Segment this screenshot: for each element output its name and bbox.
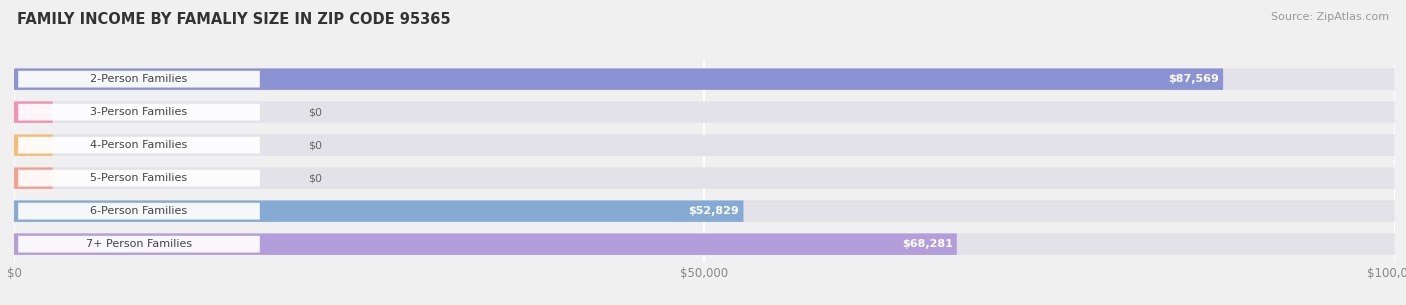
FancyBboxPatch shape (18, 137, 260, 153)
Text: $0: $0 (308, 140, 322, 150)
FancyBboxPatch shape (14, 233, 957, 255)
FancyBboxPatch shape (14, 167, 52, 189)
Text: 7+ Person Families: 7+ Person Families (86, 239, 193, 249)
Text: Source: ZipAtlas.com: Source: ZipAtlas.com (1271, 12, 1389, 22)
FancyBboxPatch shape (14, 68, 1223, 90)
FancyBboxPatch shape (14, 102, 1395, 123)
FancyBboxPatch shape (18, 236, 260, 253)
FancyBboxPatch shape (18, 104, 260, 120)
Text: 5-Person Families: 5-Person Families (90, 173, 187, 183)
Text: 2-Person Families: 2-Person Families (90, 74, 187, 84)
FancyBboxPatch shape (14, 167, 1395, 189)
FancyBboxPatch shape (18, 71, 260, 88)
Text: FAMILY INCOME BY FAMALIY SIZE IN ZIP CODE 95365: FAMILY INCOME BY FAMALIY SIZE IN ZIP COD… (17, 12, 450, 27)
Text: 6-Person Families: 6-Person Families (90, 206, 187, 216)
Text: $52,829: $52,829 (689, 206, 740, 216)
FancyBboxPatch shape (14, 233, 1395, 255)
Text: $87,569: $87,569 (1168, 74, 1219, 84)
FancyBboxPatch shape (14, 200, 1395, 222)
FancyBboxPatch shape (14, 135, 1395, 156)
FancyBboxPatch shape (14, 200, 744, 222)
Text: 3-Person Families: 3-Person Families (90, 107, 187, 117)
FancyBboxPatch shape (18, 203, 260, 220)
Text: $0: $0 (308, 107, 322, 117)
FancyBboxPatch shape (14, 102, 52, 123)
Text: 4-Person Families: 4-Person Families (90, 140, 187, 150)
FancyBboxPatch shape (18, 170, 260, 187)
Text: $68,281: $68,281 (901, 239, 953, 249)
Text: $0: $0 (308, 173, 322, 183)
FancyBboxPatch shape (14, 68, 1395, 90)
FancyBboxPatch shape (14, 135, 52, 156)
